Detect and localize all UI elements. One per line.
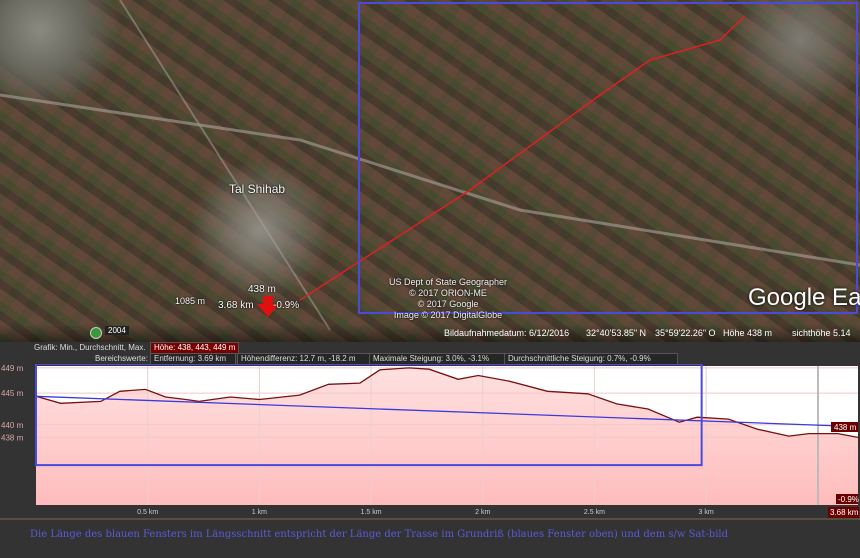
cursor-elevation-badge [831,422,858,432]
satellite-map[interactable]: Tal Shihab 438 m 3.68 km -0.9% 1085 m US… [0,0,860,342]
google-earth-logo: Google Ea [748,284,860,311]
end-label-badge [828,507,859,518]
x-tick-label: 1 km [252,509,267,516]
route-line [299,15,746,301]
history-year[interactable]: 2004 [105,326,129,335]
route-overlay [0,0,860,331]
red-arrow-down-icon [257,296,279,317]
place-label: Tal Shihab [229,182,286,196]
credit-line: US Dept of State Geographer [388,277,508,287]
x-tick-label: 2.5 km [584,509,605,516]
status-bar: 2004 Bildaufnahmedatum: 6/12/2016 32°40'… [0,324,860,342]
graph-label: Grafik: Min., Durchschnitt, Max. [34,343,146,352]
end-distance-label: 3.68 km [830,508,859,517]
map-credits: US Dept of State Geographer © 2017 ORION… [388,277,508,321]
marker-slope: -0.9% [273,300,300,311]
eye-altitude: sichthöhe 5.14 [792,328,851,338]
y-tick-label: 440 m [1,421,24,430]
imagery-date: Bildaufnahmedatum: 6/12/2016 [444,328,570,338]
x-tick-label: 2 km [475,509,490,516]
profile-info-panel: Grafik: Min., Durchschnitt, Max. Höhe: 4… [0,342,860,365]
latitude: 32°40'53.85" N [586,328,647,338]
elevation-profile-chart[interactable]: 449 m 445 m 440 m 438 m 0.5 km 1 km 1.5 km 2 km… [0,364,860,524]
caption: Die Länge des blauen Fensters im Längssc… [30,529,728,540]
cursor-elevation: 438 m [834,423,857,432]
blue-window-profile [35,364,703,467]
x-tick-label: 1.5 km [361,509,382,516]
range-label: Bereichswerte: [95,354,148,363]
credit-line: © 2017 ORION-ME [409,288,487,298]
longitude: 35°59'22.26" O [655,328,716,338]
marker-distance: 3.68 km [218,300,254,311]
history-clock-icon[interactable] [90,327,102,339]
profile-line [35,367,859,439]
elevation-label: 1085 m [175,296,206,306]
credit-line: © 2017 Google [417,299,479,309]
marker-elevation: 438 m [248,284,276,295]
blue-window [358,2,858,314]
trend-line [35,395,859,428]
cursor-slope: -0.9% [838,495,859,504]
y-tick-label: 449 m [1,364,24,373]
x-tick-label: 0.5 km [137,509,158,516]
x-tick-label: 3 km [699,509,714,516]
credit-line: Image © 2017 DigitalGlobe [393,310,503,320]
elevation: Höhe 438 m [723,328,773,338]
y-tick-label: 445 m [1,389,24,398]
y-tick-label: 438 m [1,433,24,442]
cursor-slope-badge [836,494,858,504]
profile-area [36,367,858,505]
